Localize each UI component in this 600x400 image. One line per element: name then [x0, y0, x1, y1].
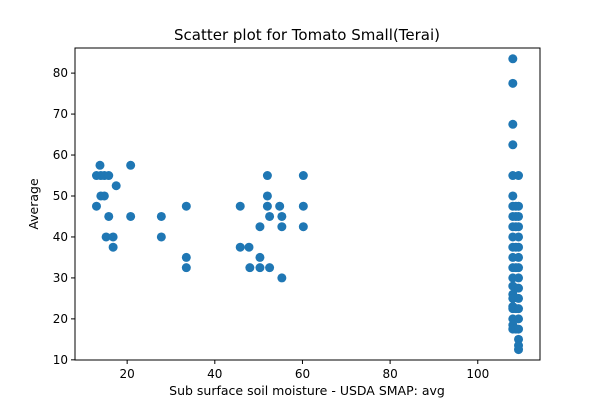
data-point — [514, 201, 524, 211]
x-tick-label: 80 — [382, 367, 397, 381]
data-point — [101, 232, 111, 242]
data-point — [298, 171, 308, 181]
data-point — [181, 252, 191, 262]
y-tick-label: 70 — [53, 107, 68, 121]
y-tick-label: 50 — [53, 189, 68, 203]
data-point — [514, 345, 524, 355]
x-tick-label: 20 — [120, 367, 135, 381]
data-point — [508, 78, 518, 88]
data-point — [277, 222, 287, 232]
data-point — [508, 191, 518, 201]
plot-area-frame — [74, 47, 541, 361]
data-point — [514, 242, 524, 252]
data-point — [255, 222, 265, 232]
data-point — [235, 201, 245, 211]
data-point — [108, 232, 118, 242]
data-point — [104, 211, 114, 221]
data-point — [255, 252, 265, 262]
data-point — [156, 232, 166, 242]
x-axis-ticks: 20 40 60 80 100 — [120, 360, 489, 381]
data-point — [181, 201, 191, 211]
data-point — [514, 314, 524, 324]
data-point — [262, 191, 272, 201]
data-point — [508, 54, 518, 64]
y-axis-ticks: 10 20 30 40 50 60 70 80 — [53, 66, 75, 367]
data-point — [265, 263, 275, 273]
y-tick-label: 10 — [53, 353, 68, 367]
x-tick-label: 40 — [207, 367, 222, 381]
y-tick-label: 40 — [53, 230, 68, 244]
x-axis-label: Sub surface soil moisture - USDA SMAP: a… — [169, 383, 445, 398]
data-point — [126, 160, 136, 170]
x-tick-label: 100 — [466, 367, 489, 381]
data-point — [298, 222, 308, 232]
data-point — [514, 263, 524, 273]
data-point — [262, 171, 272, 181]
data-point — [514, 273, 524, 283]
data-point — [514, 171, 524, 181]
data-point — [514, 222, 524, 232]
data-point — [514, 324, 524, 334]
data-point — [277, 211, 287, 221]
data-point — [514, 293, 524, 303]
data-point — [275, 201, 285, 211]
data-point — [245, 263, 255, 273]
data-point — [508, 140, 518, 150]
data-point — [244, 242, 254, 252]
data-point — [514, 283, 524, 293]
data-point — [514, 304, 524, 314]
data-point — [126, 211, 136, 221]
data-point — [514, 232, 524, 242]
data-point — [181, 263, 191, 273]
y-tick-label: 20 — [53, 312, 68, 326]
data-point — [508, 119, 518, 129]
data-point — [262, 201, 272, 211]
data-point — [265, 211, 275, 221]
data-point — [111, 181, 121, 191]
data-point — [235, 242, 245, 252]
y-tick-label: 80 — [53, 66, 68, 80]
data-point — [91, 201, 101, 211]
data-point — [108, 242, 118, 252]
y-tick-label: 30 — [53, 271, 68, 285]
data-point — [298, 201, 308, 211]
data-points — [91, 54, 524, 355]
y-tick-label: 60 — [53, 148, 68, 162]
data-point — [156, 211, 166, 221]
y-axis-label: Average — [26, 178, 41, 230]
data-point — [99, 191, 109, 201]
data-point — [514, 252, 524, 262]
data-point — [514, 211, 524, 221]
data-point — [95, 160, 105, 170]
data-point — [255, 263, 265, 273]
x-tick-label: 60 — [295, 367, 310, 381]
data-point — [277, 273, 287, 283]
data-point — [104, 171, 114, 181]
chart-title: Scatter plot for Tomato Small(Terai) — [174, 26, 440, 44]
